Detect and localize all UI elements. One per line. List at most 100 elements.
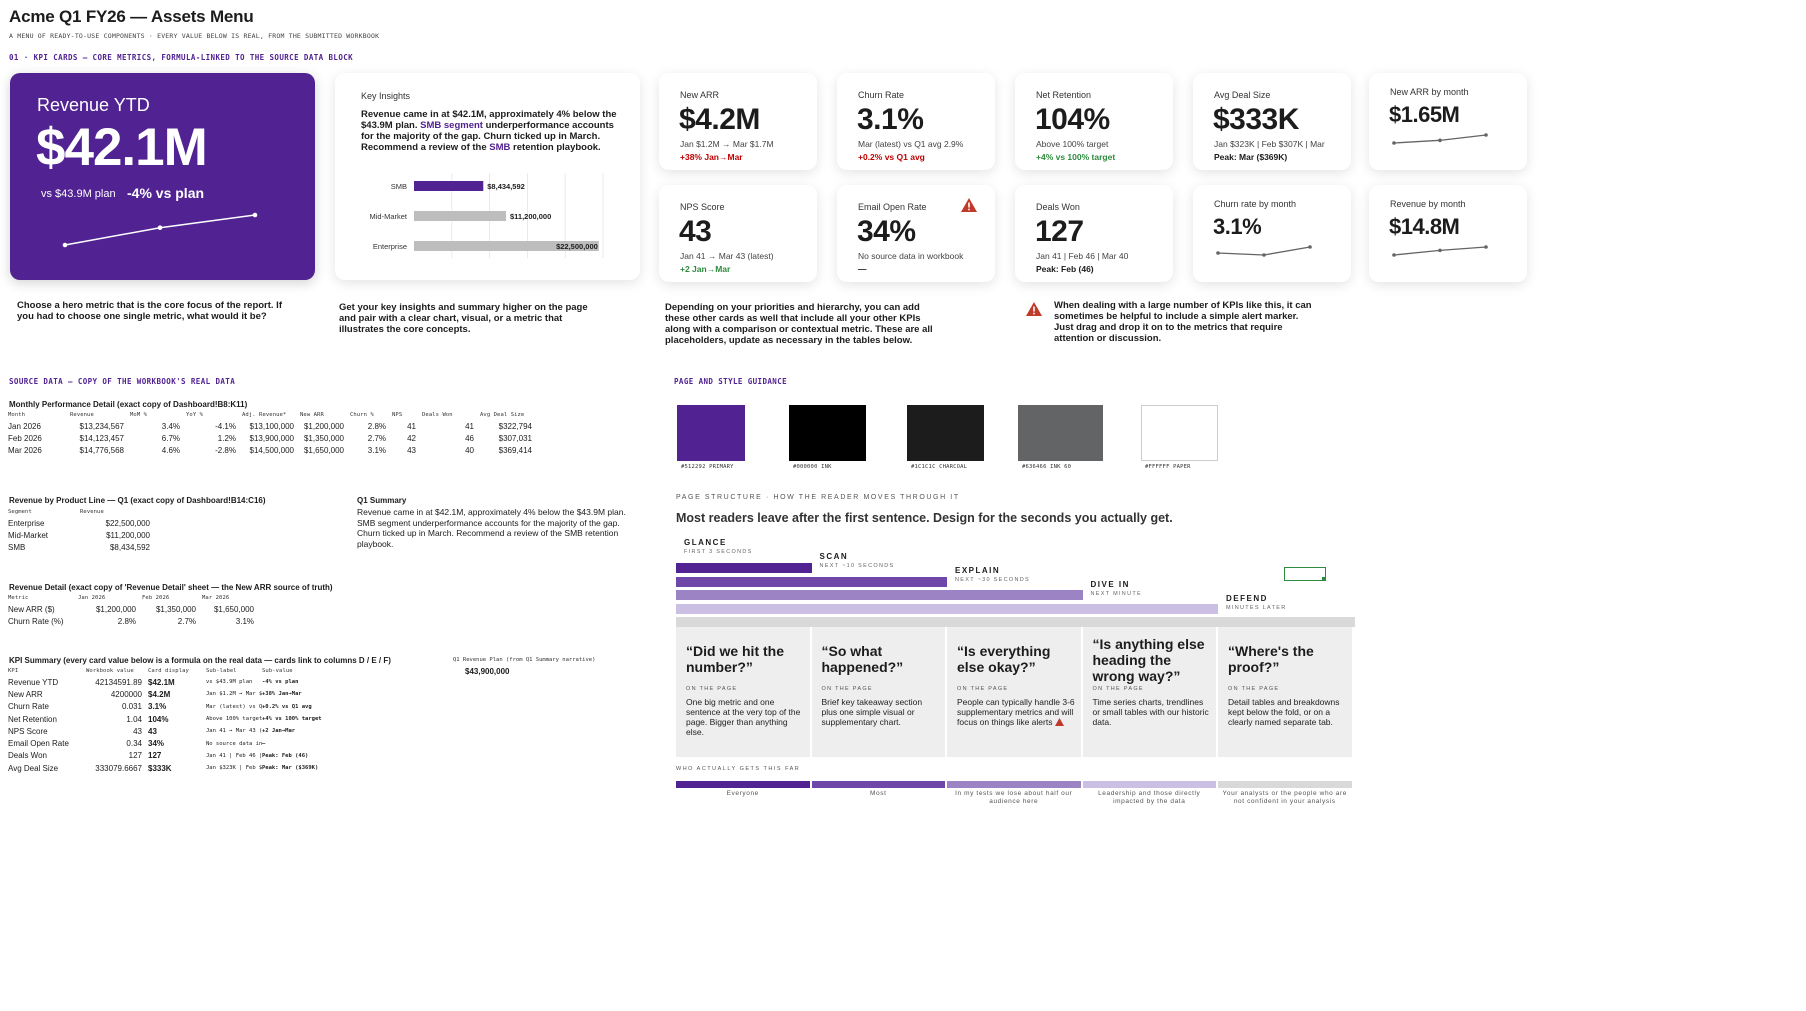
column-header: Feb 2026 [142, 595, 170, 601]
stage-bar [676, 576, 947, 587]
alert-icon[interactable] [960, 197, 978, 218]
table-cell: 34% [148, 739, 165, 749]
alert-icon [1052, 717, 1064, 727]
kpi-sparkline-point [1392, 253, 1396, 257]
table-cell: Above 100% target [206, 716, 262, 723]
summary-title: Q1 Summary [357, 496, 407, 505]
kpi-label: Email Open Rate [858, 202, 927, 212]
hero-card[interactable]: Revenue YTD $42.1M vs $43.9M plan -4% vs… [10, 73, 315, 280]
section-label-kpi-cards: 01 · KPI CARDS — CORE METRICS, FORMULA-L… [9, 53, 354, 62]
swatch-label: #512292 PRIMARY [681, 464, 734, 470]
kpi-label: New ARR by month [1390, 87, 1469, 97]
kpi-card-revenue-by-month[interactable]: Revenue by month $14.8M [1369, 185, 1527, 282]
stage-question: “Is anything else heading the wrong way?… [1092, 636, 1205, 684]
key-insights-card[interactable]: Key Insights Revenue came in at $42.1M, … [335, 73, 640, 280]
bar-value: $8,434,592 [487, 182, 525, 191]
column-header: MoM % [130, 412, 148, 418]
kpisummary-table: KPI Workbook value Card display Sub-label Su… [8, 668, 346, 774]
kpi-value: $4.2M [679, 103, 760, 136]
selection-box[interactable] [1284, 567, 1326, 581]
column-header: YoY % [186, 412, 204, 418]
table-cell: 3.1% [367, 446, 386, 456]
table-cell: 42134591.89 [95, 677, 142, 687]
table-cell: $1,650,000 [213, 604, 254, 614]
kpi-card-new-arr[interactable]: New ARR $4.2M Jan $1.2M → Mar $1.7M +38% Ja… [659, 73, 817, 170]
table-cell: $1,350,000 [155, 604, 196, 614]
table-cell: $22,500,000 [105, 518, 151, 528]
color-swatch [789, 405, 866, 461]
color-swatch [677, 405, 745, 461]
kpi-sublabel: No source data in workbook [858, 251, 964, 261]
table-cell: NPS Score [8, 726, 48, 736]
table-row: Enterprise $22,500,000 [8, 517, 156, 529]
table-cell: 4.6% [161, 446, 180, 456]
insights-text: Revenue came in at $42.1M, approximately… [361, 109, 617, 153]
table-cell: Avg Deal Size [8, 763, 59, 773]
column-header: Card display [148, 668, 189, 674]
stage-card-dive-in[interactable]: “Is anything else heading the wrong way?… [1082, 627, 1216, 757]
table-cell: 2.7% [367, 433, 386, 443]
table-row: NPS Score 43 43 Jan 41 → Mar 43 (late+2 Jan… [8, 725, 346, 737]
table-cell: Jan 2026 [8, 421, 41, 431]
kpi-subvalue: +38% Jan→Mar [680, 152, 743, 162]
stage-description: One big metric and one sentence at the v… [686, 697, 801, 737]
kpi-card-avg-deal-size[interactable]: Avg Deal Size $333K Jan $323K | Feb $307K … [1193, 73, 1351, 170]
page-title: Acme Q1 FY26 — Assets Menu [9, 7, 254, 26]
table-row: Churn Rate (%) 2.8% 2.7% 3.1% [8, 615, 260, 627]
hero-plan: vs $43.9M plan [41, 188, 116, 200]
stage-card-defend[interactable]: “Where's the proof?” ON THE PAGE Detail ta… [1218, 627, 1352, 757]
table-row: SMB $8,434,592 [8, 542, 156, 554]
stage-question: “So what happened?” [821, 643, 904, 675]
hero-title: Revenue YTD [37, 95, 150, 115]
table-cell: Jan 41 | Feb 46 | Ma [206, 752, 262, 759]
page-subtitle: A MENU OF READY-TO-USE COMPONENTS · EVER… [9, 32, 380, 40]
hero-value: $42.1M [36, 118, 208, 177]
column-header: Sub-value [262, 668, 293, 674]
table-row: Email Open Rate 0.34 34% No source data in … [8, 737, 346, 749]
table-cell: $369,414 [498, 446, 532, 456]
table-cell: Enterprise [8, 518, 45, 528]
kpi-sparkline-point [1262, 253, 1266, 257]
table-row: Mid-Market $11,200,000 [8, 529, 156, 541]
stage-question: “Is everything else okay?” [957, 643, 1051, 675]
table-cell: New ARR ($) [8, 604, 55, 614]
kpi-card-email-open-rate[interactable]: Email Open Rate 34% No source data in work… [837, 185, 995, 282]
kpi-card-churn-rate[interactable]: Churn Rate 3.1% Mar (latest) vs Q1 avg 2.9… [837, 73, 995, 170]
selection-handle[interactable] [1322, 577, 1326, 581]
table-header: KPI Workbook value Card display Sub-label Su… [8, 668, 346, 676]
product-table: Segment Revenue Enterprise $22,500,000 Mid-M… [8, 509, 156, 554]
kpi-label: NPS Score [680, 202, 725, 212]
hero-description: Choose a hero metric that is the core fo… [17, 300, 282, 322]
stage-card-scan[interactable]: “So what happened?” ON THE PAGE Brief key … [811, 627, 945, 757]
table-cell: 46 [465, 433, 474, 443]
table-cell: Revenue YTD [8, 677, 59, 687]
kpi-label: Churn rate by month [1214, 199, 1297, 209]
kpi-card-churn-rate-by-month[interactable]: Churn rate by month 3.1% [1193, 185, 1351, 282]
stage-name: SCAN [819, 552, 849, 561]
structure-headline: Most readers leave after the first sente… [676, 511, 1173, 525]
on-the-page-label: ON THE PAGE [957, 686, 1009, 692]
kpi-card-deals-won[interactable]: Deals Won 127 Jan 41 | Feb 46 | Mar 40 Peak… [1015, 185, 1173, 282]
stage-name: DIVE IN [1090, 580, 1130, 589]
kpi-sublabel: Jan 41 → Mar 43 (latest) [680, 251, 774, 261]
table-cell: 2.8% [117, 616, 136, 626]
kpi-value: 3.1% [1213, 214, 1262, 239]
kpi-sparkline-point [1308, 245, 1312, 249]
table-cell: 104% [148, 714, 169, 724]
kpi-subvalue: +4% vs 100% target [1036, 152, 1116, 162]
kpi-sublabel: Above 100% target [1036, 139, 1109, 149]
audience-bar [1082, 781, 1216, 788]
column-header: KPI [8, 668, 19, 674]
table-cell: 4200000 [110, 689, 142, 699]
table-cell: -2.8% [215, 446, 236, 456]
alert-icon [1025, 301, 1043, 322]
kpi-label: Avg Deal Size [1214, 90, 1271, 100]
kpi-card-nps-score[interactable]: NPS Score 43 Jan 41 → Mar 43 (latest) +2 Ja… [659, 185, 817, 282]
swatch-label: #636466 INK 60 [1022, 464, 1072, 470]
stage-card-explain[interactable]: “Is everything else okay?” ON THE PAGE Peo… [947, 627, 1081, 757]
kpi-sparkline [1392, 245, 1488, 257]
stage-card-glance[interactable]: “Did we hit the number?” ON THE PAGE One b… [676, 627, 810, 757]
kpi-card-net-retention[interactable]: Net Retention 104% Above 100% target +4% vs… [1015, 73, 1173, 170]
kpi-card-new-arr-by-month[interactable]: New ARR by month $1.65M [1369, 73, 1527, 170]
table-cell: Jan $1.2M → Mar $1.7 [206, 691, 262, 698]
